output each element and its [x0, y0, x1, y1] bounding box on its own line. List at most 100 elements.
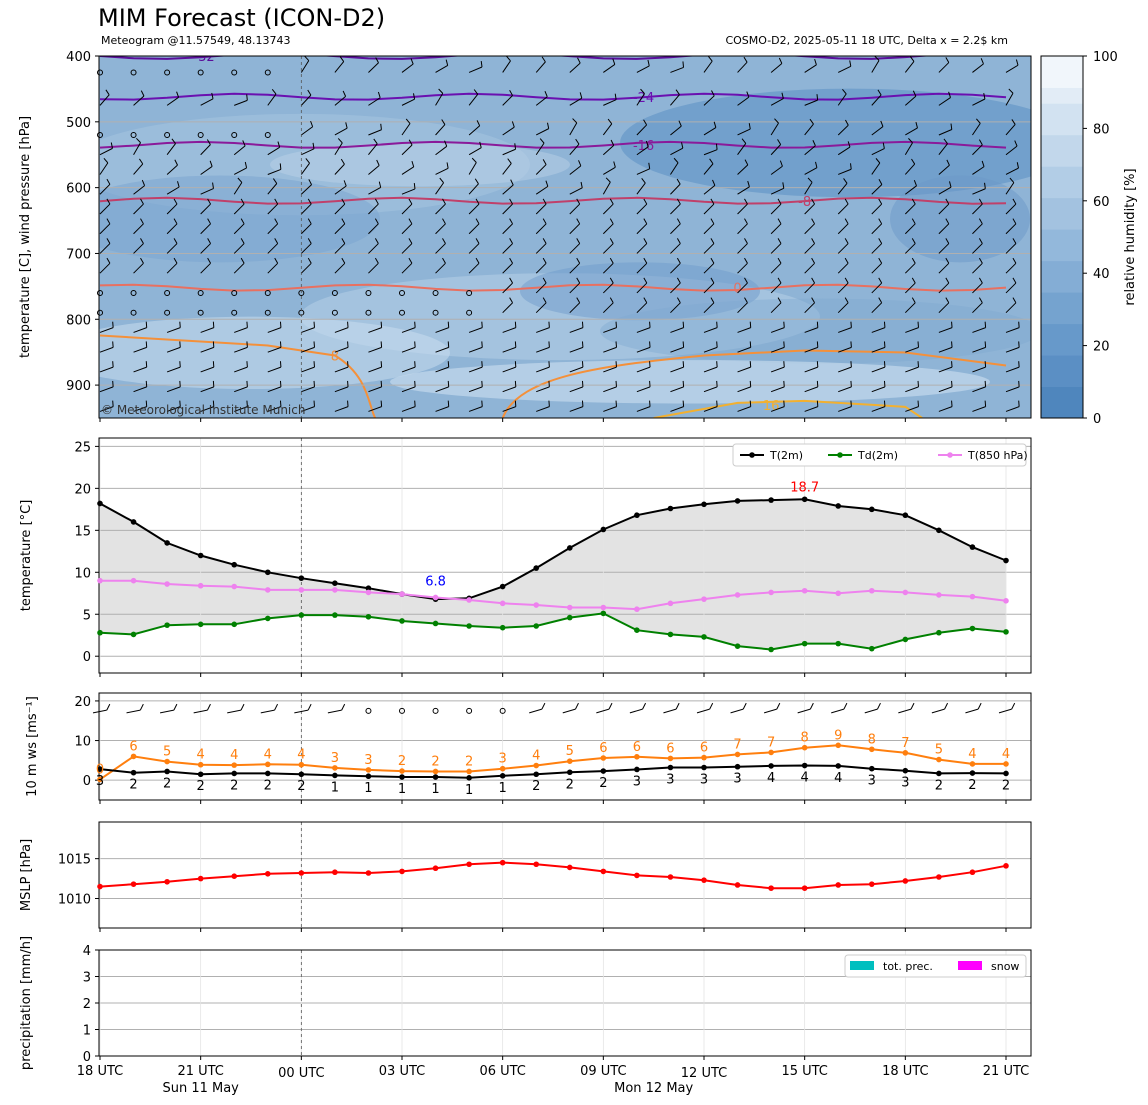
- wind-barb-flag: [878, 238, 883, 244]
- wind-barb-flag: [277, 141, 281, 148]
- windspeed-point: [130, 769, 137, 776]
- wind-barb: [871, 203, 883, 215]
- wind-barb-flag: [678, 120, 682, 127]
- wind-barb: [602, 123, 613, 136]
- wind-barb-flag: [509, 198, 514, 205]
- isotherm-label: -8: [798, 195, 811, 210]
- wind-barb: [535, 302, 547, 314]
- wind-barb: [502, 223, 513, 235]
- gust-value-label: 4: [532, 749, 540, 764]
- td2m-point: [600, 610, 607, 617]
- gust-point: [969, 761, 976, 767]
- surface-wind-barb: [797, 708, 811, 714]
- wind-barb-flag: [609, 238, 614, 244]
- gust-value-label: 9: [834, 728, 842, 743]
- t2m-point: [835, 503, 842, 509]
- gust-point: [164, 758, 170, 765]
- wind-barb-flag: [676, 257, 681, 264]
- wind-barb: [233, 243, 245, 254]
- wind-barb-flag: [446, 162, 449, 169]
- wind-barb-flag: [105, 89, 110, 96]
- surface-wind-barb: [831, 708, 845, 714]
- wind-barb-flag: [983, 93, 986, 100]
- panel-frame: [98, 821, 1032, 929]
- wind-barb-flag: [572, 118, 578, 124]
- calm-wind-marker: [365, 309, 372, 316]
- wind-barb: [670, 366, 684, 373]
- colorbar-tick-label: 0: [1093, 412, 1101, 427]
- wind-barb-flag: [305, 158, 310, 164]
- surface-wind-barb-flag: [843, 702, 848, 710]
- wind-barb-flag: [106, 198, 111, 205]
- wind-barb: [938, 243, 950, 254]
- wind-barb-flag: [576, 238, 581, 244]
- y-axis-label: MSLP [hPa]: [19, 839, 34, 911]
- y-tick-label: 1015: [58, 853, 91, 868]
- t2m-point: [868, 506, 875, 513]
- t850-point: [1003, 598, 1009, 604]
- wind-barb: [804, 123, 814, 136]
- wind-barb: [468, 162, 477, 175]
- wind-barb-flag: [575, 138, 580, 145]
- wind-barb: [603, 366, 617, 373]
- t2m-point: [801, 496, 808, 503]
- wind-barb: [267, 183, 278, 195]
- wind-barb-flag: [978, 238, 983, 244]
- precip-legend: tot. prec. snow: [844, 954, 1027, 978]
- wind-barb-flag: [878, 218, 883, 225]
- wind-barb-flag: [648, 162, 651, 169]
- gust-value-label: 2: [398, 754, 406, 769]
- wind-barb: [703, 243, 715, 254]
- wind-barb-flag: [744, 198, 748, 205]
- t850-point: [432, 594, 439, 601]
- wind-barb: [1005, 302, 1017, 314]
- calm-wind-marker: [264, 131, 271, 138]
- calm-wind-marker: [264, 289, 271, 296]
- gust-point: [801, 744, 808, 751]
- wind-barb-flag: [475, 257, 480, 264]
- wind-barb: [804, 406, 818, 412]
- wind-barb: [368, 186, 381, 195]
- gust-value-label: 2: [465, 754, 473, 769]
- calm-wind-marker: [365, 289, 372, 296]
- td2m-point: [298, 612, 305, 618]
- windspeed-point: [432, 774, 439, 780]
- wind-barb-flag: [509, 89, 514, 96]
- mslp-point: [264, 871, 271, 877]
- calm-wind-marker: [164, 289, 171, 296]
- wind-barb-flag: [511, 121, 515, 128]
- isotherm-label: -16: [633, 139, 654, 154]
- calm-wind-marker: [466, 289, 473, 296]
- wind-barb: [737, 386, 751, 393]
- wind-barb-flag: [843, 178, 848, 184]
- wind-barb-flag: [341, 218, 346, 225]
- mslp-point: [868, 881, 875, 887]
- wind-barb-flag: [209, 160, 213, 167]
- wind-barb-flag: [580, 181, 583, 188]
- wind-barb: [166, 406, 181, 412]
- td2m-point: [365, 613, 372, 620]
- wind-barb-flag: [643, 277, 648, 284]
- wind-barb: [703, 282, 715, 294]
- wind-barb-flag: [815, 161, 818, 168]
- wind-barb: [905, 327, 919, 333]
- wind-barb: [569, 223, 581, 235]
- panel1-frame: [98, 55, 1032, 419]
- wind-barb: [401, 98, 415, 106]
- wind-barb: [166, 164, 178, 175]
- wind-barb: [166, 327, 181, 333]
- wind-barb-flag: [411, 160, 415, 167]
- colorbar-tick-label: 20: [1093, 340, 1110, 355]
- isotherm-line: [99, 92, 1007, 101]
- wind-barb-flag: [337, 138, 343, 144]
- wind-barb-flag: [242, 140, 246, 147]
- calm-wind-marker: [466, 707, 473, 714]
- wind-barb: [166, 386, 181, 393]
- wind-barb: [334, 366, 349, 373]
- wind-barb-flag: [748, 123, 751, 130]
- t850-point: [600, 604, 607, 611]
- wind-barb-flag: [408, 257, 413, 264]
- wind-barb: [301, 327, 315, 333]
- wind-barb-flag: [539, 138, 545, 144]
- wind-barb: [804, 203, 815, 215]
